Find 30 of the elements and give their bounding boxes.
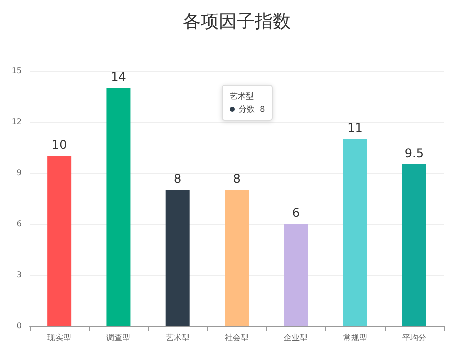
bar [284, 224, 308, 326]
x-tick-label: 艺术型 [166, 334, 190, 342]
data-label: 11 [348, 121, 363, 135]
data-label: 9.5 [404, 146, 424, 160]
x-tick-label: 社会型 [225, 334, 249, 342]
data-label: 8 [174, 172, 182, 186]
chart-title: 各项因子指数 [183, 12, 291, 32]
data-label: 6 [292, 206, 300, 220]
x-tick-label: 调查型 [106, 334, 131, 342]
annotation: 艺术型 [230, 92, 254, 101]
y-tick-label: 6 [16, 220, 22, 228]
annotation: 分数 8 [239, 105, 266, 114]
bar [166, 190, 190, 326]
x-tick-label: 平均分 [402, 334, 426, 342]
x-tick-label: 企业型 [284, 334, 308, 342]
x-tick-label: 现实型 [48, 334, 72, 342]
data-label: 8 [233, 172, 241, 186]
data-label: 14 [111, 70, 126, 84]
bar [225, 190, 249, 326]
y-tick-label: 9 [16, 168, 22, 178]
bar [48, 156, 72, 326]
x-tick-label: 常规型 [343, 334, 368, 342]
y-tick-label: 0 [16, 322, 22, 330]
bar [402, 164, 426, 326]
data-label: 10 [52, 138, 68, 152]
y-tick-label: 3 [16, 270, 22, 280]
bar [106, 88, 131, 326]
y-tick-label: 15 [12, 66, 22, 76]
bar [343, 139, 368, 326]
y-tick-label: 12 [12, 118, 22, 126]
